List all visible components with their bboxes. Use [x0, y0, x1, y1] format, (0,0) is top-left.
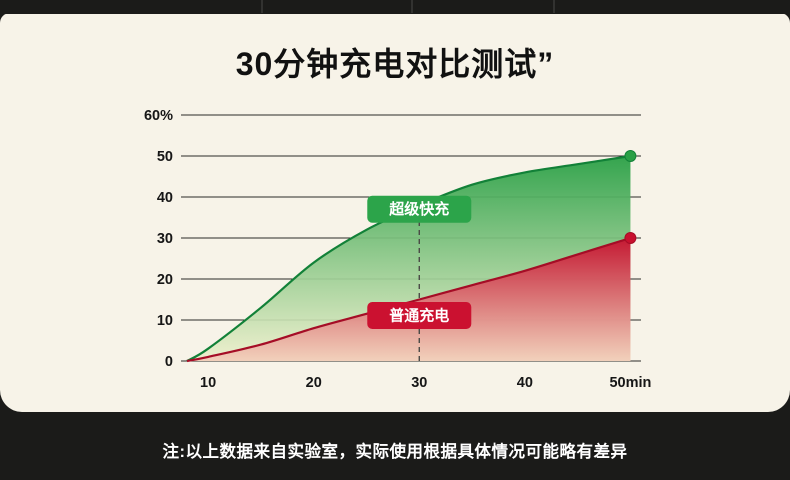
normal-charge-area	[187, 238, 631, 361]
super-fast-charge-endpoint-dot	[624, 150, 637, 162]
normal-charge-endpoint-dot	[624, 232, 637, 244]
y-tick-label: 10	[157, 313, 173, 329]
super-fast-charge-label: 超级快充	[388, 200, 449, 218]
y-tick-label: 20	[157, 272, 173, 288]
normal-charge-label: 普通充电	[389, 307, 449, 325]
y-tick-label: 60%	[144, 108, 173, 124]
y-tick-label: 0	[165, 354, 173, 370]
y-tick-label: 30	[157, 231, 173, 247]
y-tick-label: 50	[157, 149, 173, 165]
card-seam-divider	[260, 0, 263, 13]
x-tick-label: 30	[411, 375, 427, 391]
footnote-bar: 注:以上数据来自实验室，实际使用根据具体情况可能略有差异	[0, 412, 790, 480]
card-seam-divider	[553, 0, 555, 13]
y-tick-label: 40	[157, 190, 173, 206]
x-tick-label: 40	[517, 375, 533, 391]
chart-area: 0 10 20 30 40 50 60% 10 20 30 40 50min 超级快充普通充电	[0, 101, 790, 401]
chart-panel: 30分钟充电对比测试” 0 10 20 30 40 50 60% 10 20 30 40 50min 超…	[0, 13, 790, 412]
x-tick-label: 10	[200, 375, 216, 391]
normal-charge-label-pill	[367, 302, 472, 329]
card-seam-divider	[410, 0, 413, 13]
footnote: 注:以上数据来自实验室，实际使用根据具体情况可能略有差异	[162, 443, 628, 462]
x-tick-label: 50min	[609, 375, 651, 391]
top-dark-band	[0, 0, 790, 14]
super-fast-charge-label-pill	[367, 195, 472, 223]
x-tick-label: 20	[306, 375, 322, 391]
chart-title: 30分钟充电对比测试”	[235, 46, 555, 82]
